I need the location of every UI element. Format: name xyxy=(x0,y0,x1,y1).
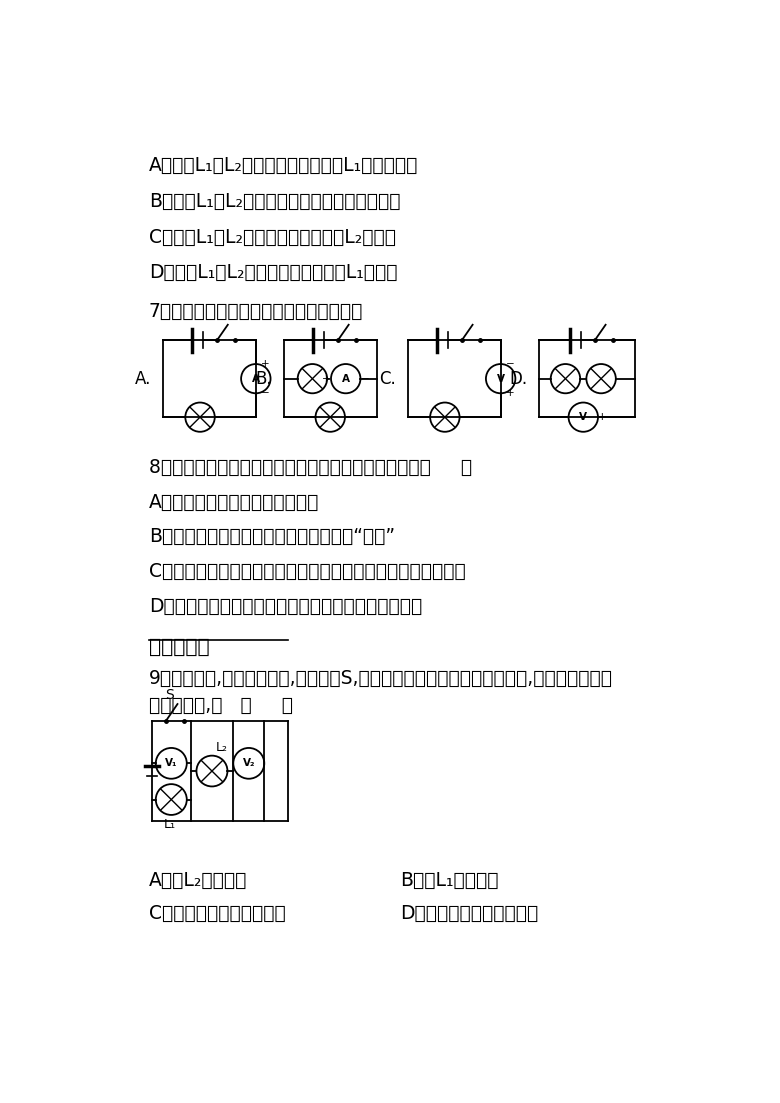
Text: A．灰泡L₁和L₂并联，电流表测的是L₁支路的电流: A．灰泡L₁和L₂并联，电流表测的是L₁支路的电流 xyxy=(149,157,418,175)
Text: A.: A. xyxy=(135,370,151,387)
Text: C．灰泡L₁和L₂串联，电压表测的是L₂的电压: C．灰泡L₁和L₂串联，电压表测的是L₂的电压 xyxy=(149,227,396,246)
Text: B．灰泡L₁和L₂并联，电压表测量的是电源电压: B．灰泡L₁和L₂并联，电压表测量的是电源电压 xyxy=(149,192,400,211)
Text: 表示数变大,则   （     ）: 表示数变大,则 （ ） xyxy=(149,696,292,715)
Text: 二、多选题: 二、多选题 xyxy=(149,638,210,656)
Text: A: A xyxy=(252,374,260,384)
Text: V: V xyxy=(497,374,505,384)
Text: A．使用前都应检查指针是否指零: A．使用前都应检查指针是否指零 xyxy=(149,492,319,512)
Text: V₂: V₂ xyxy=(243,759,255,769)
Text: D．灰泡L₁和L₂串联，电压表测的是L₁的电压: D．灰泡L₁和L₂串联，电压表测的是L₁的电压 xyxy=(149,264,397,282)
Text: B.: B. xyxy=(256,370,272,387)
Text: −: − xyxy=(261,388,270,398)
Circle shape xyxy=(331,364,360,394)
Text: +: + xyxy=(505,388,514,398)
Text: B．若有两个量程，一般都先用大量程并“试触”: B．若有两个量程，一般都先用大量程并“试触” xyxy=(149,527,395,546)
Circle shape xyxy=(156,748,186,779)
Text: L₂: L₂ xyxy=(216,741,228,754)
Circle shape xyxy=(486,364,516,394)
Text: 8．关于电流表和电压表的使用，下列说法中错误的是（     ）: 8．关于电流表和电压表的使用，下列说法中错误的是（ ） xyxy=(149,458,472,476)
Text: 9．如图所示,电源电压不变,闭合开关S,电路各元件工作正常。一段时间后,若其中一只电压: 9．如图所示,电源电压不变,闭合开关S,电路各元件工作正常。一段时间后,若其中一… xyxy=(149,670,613,688)
Text: V: V xyxy=(580,413,587,422)
Text: C．另一个电压表示数变小: C．另一个电压表示数变小 xyxy=(149,903,285,922)
Text: −: − xyxy=(505,360,514,370)
Circle shape xyxy=(569,403,598,431)
Circle shape xyxy=(241,364,271,394)
Text: D．两表都绝对不能将两接线柱直接接到电源的两极上: D．两表都绝对不能将两接线柱直接接到电源的两极上 xyxy=(149,597,422,615)
Text: A．灯L₂可能断路: A．灯L₂可能断路 xyxy=(149,871,247,890)
Text: B．灯L₁可能短路: B．灯L₁可能短路 xyxy=(400,871,498,890)
Text: −: − xyxy=(559,413,569,422)
Circle shape xyxy=(233,748,264,779)
Text: +: + xyxy=(261,360,269,370)
Text: 7．下面四幅电路图中，仪表使用正确的是: 7．下面四幅电路图中，仪表使用正确的是 xyxy=(149,302,363,321)
Text: L₁: L₁ xyxy=(164,818,176,831)
Text: A: A xyxy=(342,374,349,384)
Text: +: + xyxy=(598,413,607,422)
Text: V₁: V₁ xyxy=(165,759,178,769)
Text: C.: C. xyxy=(379,370,396,387)
Text: D.: D. xyxy=(509,370,527,387)
Text: −: − xyxy=(360,374,370,384)
Text: D．其中有一盏灯亮度不变: D．其中有一盏灯亮度不变 xyxy=(400,903,538,922)
Text: C．接入电路时，都应使电流从正接线柱流入，从负接线柱流出: C．接入电路时，都应使电流从正接线柱流入，从负接线柱流出 xyxy=(149,563,466,581)
Text: +: + xyxy=(322,374,331,384)
Text: S: S xyxy=(165,688,174,702)
